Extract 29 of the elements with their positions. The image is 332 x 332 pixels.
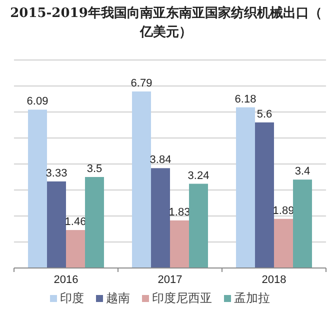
x-tick-label: 2018 bbox=[262, 274, 286, 286]
legend-label: 越南 bbox=[106, 291, 130, 305]
bar bbox=[170, 220, 189, 268]
bar bbox=[189, 184, 208, 268]
bar bbox=[66, 230, 85, 268]
data-label: 6.09 bbox=[26, 96, 48, 108]
data-label: 3.5 bbox=[86, 163, 102, 175]
legend-label: 印度 bbox=[60, 291, 84, 305]
x-tick-label: 2016 bbox=[54, 274, 78, 286]
bar bbox=[28, 110, 47, 268]
bar bbox=[293, 180, 312, 268]
data-label: 6.79 bbox=[130, 77, 152, 90]
bar bbox=[85, 177, 104, 268]
data-label: 3.4 bbox=[294, 166, 310, 178]
bar bbox=[274, 218, 293, 268]
data-label: 3.24 bbox=[188, 170, 210, 182]
data-label: 3.33 bbox=[46, 167, 68, 180]
legend-label: 印度尼西亚 bbox=[152, 291, 212, 305]
bar bbox=[236, 107, 255, 268]
bar bbox=[47, 181, 66, 268]
bar bbox=[151, 168, 170, 268]
legend-label: 孟加拉 bbox=[234, 291, 270, 305]
bar bbox=[132, 91, 151, 268]
data-label: 6.18 bbox=[234, 93, 256, 106]
x-tick-label: 2017 bbox=[158, 274, 182, 286]
title: 2015-2019年我国向南亚东南亚国家纺织机械出口（亿美元） bbox=[10, 6, 322, 40]
data-label: 3.84 bbox=[150, 154, 172, 166]
data-label: 5.6 bbox=[256, 108, 272, 120]
bar bbox=[255, 122, 274, 268]
